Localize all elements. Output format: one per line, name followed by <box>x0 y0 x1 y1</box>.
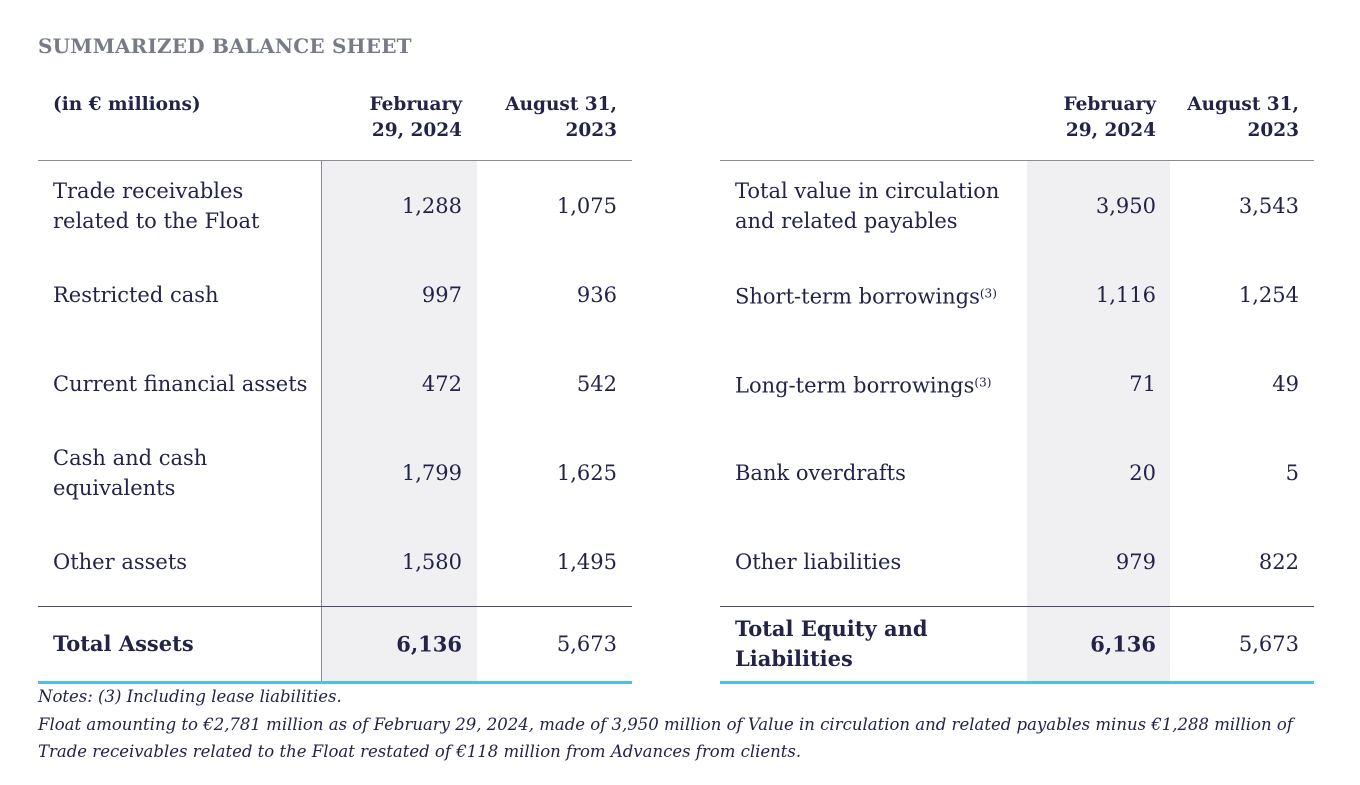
table-row: Total value in circulation and related p… <box>720 161 1314 250</box>
header-feb-2024: February 29, 2024 <box>369 92 462 144</box>
table-row: Long-term borrowings(3) 71 49 <box>720 339 1314 428</box>
row-label: Other assets <box>53 549 188 574</box>
column-divider <box>321 161 322 682</box>
value-feb: 20 <box>1129 460 1156 485</box>
total-row: Total Equity and Liabilities 6,136 5,673 <box>720 606 1314 684</box>
row-label: Short-term borrowings(3) <box>735 284 997 308</box>
feb-column-shade <box>322 161 477 682</box>
header-aug-line1: August 31, <box>505 94 617 115</box>
value-aug: 49 <box>1272 371 1299 396</box>
value-aug: 542 <box>576 371 617 396</box>
table-row: Other liabilities 979 822 <box>720 517 1314 606</box>
row-label: Total value in circulation and related p… <box>735 178 1000 233</box>
header-aug-2023: August 31, 2023 <box>505 92 617 144</box>
header-feb-line1: February <box>369 94 462 115</box>
table-row: Short-term borrowings(3) 1,116 1,254 <box>720 250 1314 339</box>
footnote-ref: (3) <box>974 375 992 389</box>
value-feb: 472 <box>421 371 462 396</box>
value-aug: 822 <box>1258 549 1299 574</box>
liabilities-table: February 29, 2024 August 31, 2023 Total … <box>720 86 1314 684</box>
value-feb: 1,580 <box>401 549 462 574</box>
table-row: Cash and cash equivalents 1,799 1,625 <box>38 428 632 517</box>
total-feb: 6,136 <box>1090 631 1156 657</box>
row-label: Long-term borrowings(3) <box>735 373 992 397</box>
value-aug: 1,075 <box>556 193 617 218</box>
page-title: SUMMARIZED BALANCE SHEET <box>38 34 412 58</box>
row-label: Bank overdrafts <box>735 460 906 485</box>
total-label: Total Equity and Liabilities <box>735 616 928 671</box>
value-feb: 71 <box>1129 371 1156 396</box>
assets-body: Trade receivables related to the Float 1… <box>38 161 632 684</box>
header-feb-line2: 29, 2024 <box>371 120 462 141</box>
value-aug: 1,495 <box>556 549 617 574</box>
liabilities-body: Total value in circulation and related p… <box>720 161 1314 684</box>
note-line-1: Notes: (3) Including lease liabilities. <box>38 687 342 706</box>
total-aug: 5,673 <box>1238 632 1299 656</box>
value-feb: 1,116 <box>1095 282 1156 307</box>
header-aug-2023: August 31, 2023 <box>1187 92 1299 144</box>
header-feb-2024: February 29, 2024 <box>1063 92 1156 144</box>
header-aug-line2: 2023 <box>565 120 618 141</box>
total-aug: 5,673 <box>556 632 617 656</box>
unit-label: (in € millions) <box>53 94 201 115</box>
header-feb-line2: 29, 2024 <box>1065 120 1156 141</box>
value-aug: 1,625 <box>556 460 617 485</box>
header-feb-line1: February <box>1063 94 1156 115</box>
value-feb: 979 <box>1115 549 1156 574</box>
header-aug-line1: August 31, <box>1187 94 1299 115</box>
row-label: Trade receivables related to the Float <box>53 178 260 233</box>
total-row: Total Assets 6,136 5,673 <box>38 606 632 684</box>
total-feb: 6,136 <box>396 631 462 657</box>
row-label: Other liabilities <box>735 549 902 574</box>
table-row: Trade receivables related to the Float 1… <box>38 161 632 250</box>
value-feb: 1,288 <box>401 193 462 218</box>
total-label: Total Assets <box>53 631 194 656</box>
table-row: Restricted cash 997 936 <box>38 250 632 339</box>
table-row: Bank overdrafts 20 5 <box>720 428 1314 517</box>
row-label: Cash and cash equivalents <box>53 445 208 500</box>
value-feb: 1,799 <box>401 460 462 485</box>
table-row: Other assets 1,580 1,495 <box>38 517 632 606</box>
value-feb: 997 <box>421 282 462 307</box>
footnote-ref: (3) <box>979 286 997 300</box>
value-aug: 5 <box>1285 460 1299 485</box>
assets-header: (in € millions) February 29, 2024 August… <box>38 86 632 161</box>
row-label: Restricted cash <box>53 282 219 307</box>
row-label: Current financial assets <box>53 371 308 396</box>
header-aug-line2: 2023 <box>1247 120 1300 141</box>
assets-table: (in € millions) February 29, 2024 August… <box>38 86 632 684</box>
table-row: Current financial assets 472 542 <box>38 339 632 428</box>
value-aug: 1,254 <box>1238 282 1299 307</box>
note-line-2: Float amounting to €2,781 million as of … <box>38 714 1293 762</box>
feb-column-shade <box>1027 161 1170 682</box>
value-aug: 936 <box>576 282 617 307</box>
footnotes: Notes: (3) Including lease liabilities. … <box>38 683 1328 766</box>
value-aug: 3,543 <box>1238 193 1299 218</box>
value-feb: 3,950 <box>1095 193 1156 218</box>
liabilities-header: February 29, 2024 August 31, 2023 <box>720 86 1314 161</box>
